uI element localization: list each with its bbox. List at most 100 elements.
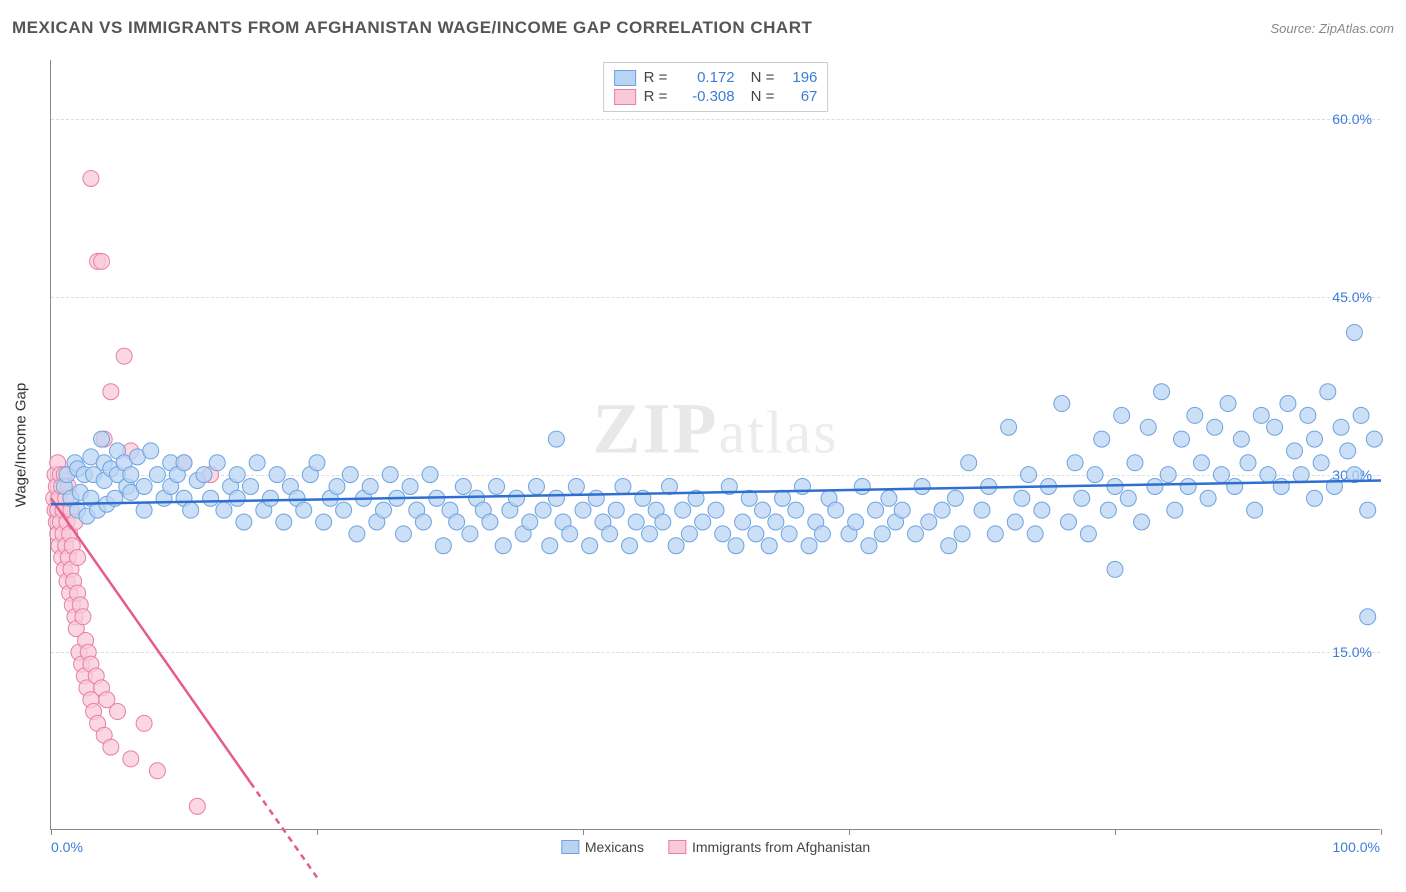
- data-point: [1320, 384, 1336, 400]
- data-point: [695, 514, 711, 530]
- data-point: [249, 455, 265, 471]
- data-point: [622, 538, 638, 554]
- x-tick: [1381, 829, 1382, 835]
- data-point: [568, 478, 584, 494]
- data-point: [1360, 502, 1376, 518]
- r-value-afghan: -0.308: [680, 88, 735, 105]
- r-value-mexicans: 0.172: [680, 69, 735, 86]
- data-point: [1167, 502, 1183, 518]
- data-point: [1333, 419, 1349, 435]
- data-point: [196, 467, 212, 483]
- data-point: [495, 538, 511, 554]
- source-label: Source: ZipAtlas.com: [1270, 21, 1394, 36]
- data-point: [735, 514, 751, 530]
- data-point: [1147, 478, 1163, 494]
- data-point: [94, 431, 110, 447]
- data-point: [103, 739, 119, 755]
- data-point: [422, 467, 438, 483]
- data-point: [588, 490, 604, 506]
- data-point: [668, 538, 684, 554]
- data-point: [349, 526, 365, 542]
- data-point: [608, 502, 624, 518]
- x-tick: [583, 829, 584, 835]
- data-point: [143, 443, 159, 459]
- data-point: [1074, 490, 1090, 506]
- data-point: [788, 502, 804, 518]
- data-point: [1114, 407, 1130, 423]
- data-point: [681, 526, 697, 542]
- data-point: [881, 490, 897, 506]
- data-point: [94, 253, 110, 269]
- plot-area: Wage/Income Gap ZIPatlas 15.0%30.0%45.0%…: [50, 60, 1380, 830]
- data-point: [1346, 324, 1362, 340]
- data-point: [269, 467, 285, 483]
- n-value-mexicans: 196: [782, 69, 817, 86]
- data-point: [1007, 514, 1023, 530]
- data-point: [1134, 514, 1150, 530]
- data-point: [708, 502, 724, 518]
- data-point: [814, 526, 830, 542]
- data-point: [535, 502, 551, 518]
- data-point: [1280, 396, 1296, 412]
- data-point: [1207, 419, 1223, 435]
- data-point: [1193, 455, 1209, 471]
- x-tick: [317, 829, 318, 835]
- data-point: [336, 502, 352, 518]
- data-point: [728, 538, 744, 554]
- data-point: [1001, 419, 1017, 435]
- data-point: [522, 514, 538, 530]
- data-point: [70, 550, 86, 566]
- data-point: [781, 526, 797, 542]
- data-point: [775, 490, 791, 506]
- data-point: [1174, 431, 1190, 447]
- data-point: [1253, 407, 1269, 423]
- data-point: [914, 478, 930, 494]
- data-point: [755, 502, 771, 518]
- data-point: [183, 502, 199, 518]
- data-point: [1307, 431, 1323, 447]
- r-label: R =: [644, 69, 672, 86]
- x-tick: [1115, 829, 1116, 835]
- data-point: [123, 467, 139, 483]
- data-point: [83, 170, 99, 186]
- data-point: [848, 514, 864, 530]
- data-point: [562, 526, 578, 542]
- data-point: [954, 526, 970, 542]
- data-point: [415, 514, 431, 530]
- y-axis-title: Wage/Income Gap: [13, 382, 30, 507]
- data-point: [1014, 490, 1030, 506]
- data-point: [229, 467, 245, 483]
- data-point: [1100, 502, 1116, 518]
- data-point: [376, 502, 392, 518]
- data-point: [1240, 455, 1256, 471]
- data-point: [1247, 502, 1263, 518]
- data-point: [362, 478, 378, 494]
- data-point: [801, 538, 817, 554]
- data-point: [894, 502, 910, 518]
- data-point: [1094, 431, 1110, 447]
- data-point: [136, 478, 152, 494]
- data-point: [1160, 467, 1176, 483]
- data-point: [236, 514, 252, 530]
- data-point: [1187, 407, 1203, 423]
- legend-swatch-mexicans: [614, 70, 636, 86]
- data-point: [854, 478, 870, 494]
- data-point: [1313, 455, 1329, 471]
- data-point: [1300, 407, 1316, 423]
- data-point: [1287, 443, 1303, 459]
- data-point: [435, 538, 451, 554]
- data-point: [1054, 396, 1070, 412]
- legend-swatch-afghan: [614, 89, 636, 105]
- data-point: [1060, 514, 1076, 530]
- data-point: [482, 514, 498, 530]
- data-point: [528, 478, 544, 494]
- data-point: [1366, 431, 1382, 447]
- data-point: [1080, 526, 1096, 542]
- chart-title: MEXICAN VS IMMIGRANTS FROM AFGHANISTAN W…: [12, 18, 812, 38]
- data-point: [1307, 490, 1323, 506]
- data-point: [509, 490, 525, 506]
- data-point: [615, 478, 631, 494]
- data-point: [462, 526, 478, 542]
- data-point: [941, 538, 957, 554]
- data-point: [189, 798, 205, 814]
